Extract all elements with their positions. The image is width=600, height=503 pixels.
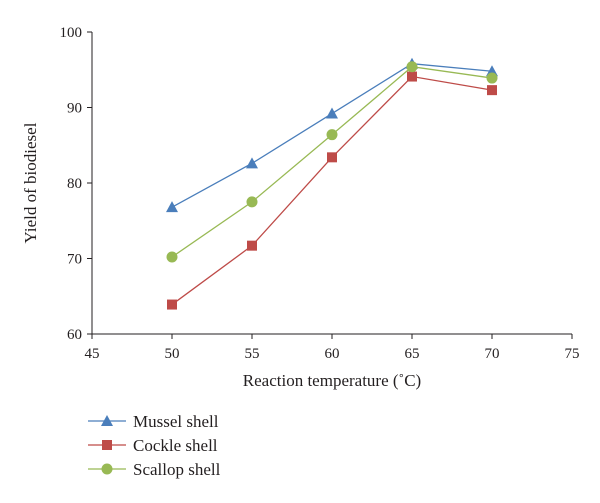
legend-swatch-marker — [102, 440, 112, 450]
x-tick-label: 70 — [485, 346, 500, 362]
y-tick-label: 100 — [60, 25, 83, 41]
y-tick-label: 60 — [67, 327, 82, 343]
y-axis-title: Yield of biodiesel — [21, 122, 40, 243]
cockle-shell-point — [407, 71, 417, 82]
legend-label: Mussel shell — [133, 412, 219, 431]
legend-swatch-marker — [101, 415, 113, 426]
x-tick-label: 55 — [245, 346, 260, 362]
x-axis-title: Reaction temperature (˚C) — [243, 371, 421, 390]
scallop-shell-point — [166, 251, 178, 263]
legend-item-scallop-shell: Scallop shell — [88, 460, 221, 479]
legend-item-mussel-shell: Mussel shell — [88, 412, 219, 431]
axes: 45 50 55 60 65 70 75 60 70 80 90 100 — [60, 25, 580, 362]
series-layer — [166, 57, 498, 310]
series-scallop-shell — [166, 61, 498, 263]
legend-item-cockle-shell: Cockle shell — [88, 436, 218, 455]
x-tick-label: 60 — [325, 346, 340, 362]
mussel-shell-point — [326, 107, 338, 119]
scallop-shell-point — [486, 72, 498, 84]
mussel-shell-point — [166, 201, 178, 213]
x-tick-label: 65 — [405, 346, 420, 362]
mussel-shell-point — [246, 157, 258, 169]
x-ticks: 45 50 55 60 65 70 75 — [85, 334, 580, 362]
y-tick-label: 70 — [67, 252, 82, 268]
cockle-shell-point — [327, 152, 337, 163]
cockle-shell-point — [247, 240, 257, 251]
y-tick-label: 80 — [67, 176, 82, 192]
x-tick-label: 50 — [165, 346, 180, 362]
series-cockle-shell — [167, 71, 497, 310]
y-tick-label: 90 — [67, 101, 82, 117]
cockle-shell-point — [487, 85, 497, 96]
legend-label: Cockle shell — [133, 436, 218, 455]
y-ticks: 60 70 80 90 100 — [60, 25, 92, 343]
legend-swatch-marker — [101, 463, 113, 475]
cockle-shell-point — [167, 299, 177, 310]
x-tick-label: 75 — [565, 346, 580, 362]
scallop-shell-point — [326, 129, 338, 141]
scallop-shell-point — [246, 196, 258, 208]
x-tick-label: 45 — [85, 346, 100, 362]
legend: Mussel shell Cockle shell Scallop shell — [88, 412, 221, 479]
legend-label: Scallop shell — [133, 460, 221, 479]
scallop-shell-point — [406, 61, 418, 73]
